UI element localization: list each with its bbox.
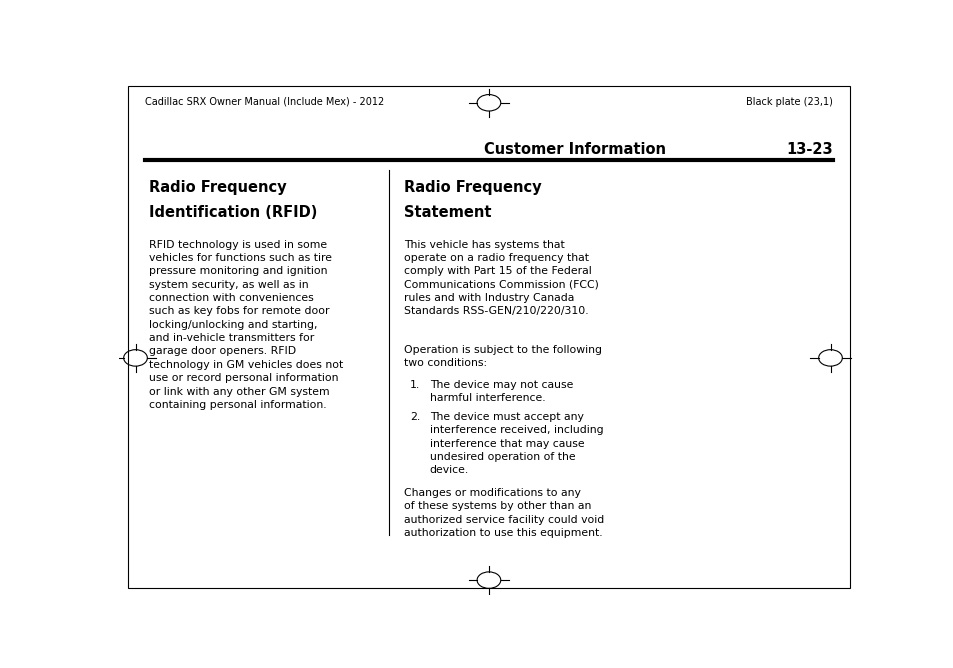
Text: 2.: 2. xyxy=(410,412,419,422)
Text: Changes or modifications to any
of these systems by other than an
authorized ser: Changes or modifications to any of these… xyxy=(403,488,603,538)
Text: Black plate (23,1): Black plate (23,1) xyxy=(745,97,832,107)
Text: Identification (RFID): Identification (RFID) xyxy=(149,205,316,220)
Text: Cadillac SRX Owner Manual (Include Mex) - 2012: Cadillac SRX Owner Manual (Include Mex) … xyxy=(145,97,384,107)
Text: Operation is subject to the following
two conditions:: Operation is subject to the following tw… xyxy=(403,345,601,369)
Text: 13-23: 13-23 xyxy=(785,142,832,157)
Text: 1.: 1. xyxy=(410,380,419,390)
Text: The device may not cause
harmful interference.: The device may not cause harmful interfe… xyxy=(429,380,573,403)
Text: Statement: Statement xyxy=(403,205,491,220)
Text: Customer Information: Customer Information xyxy=(484,142,665,157)
Text: Radio Frequency: Radio Frequency xyxy=(149,180,286,196)
Text: Radio Frequency: Radio Frequency xyxy=(403,180,541,196)
Text: The device must accept any
interference received, including
interference that ma: The device must accept any interference … xyxy=(429,412,602,476)
Text: This vehicle has systems that
operate on a radio frequency that
comply with Part: This vehicle has systems that operate on… xyxy=(403,240,598,317)
Text: RFID technology is used in some
vehicles for functions such as tire
pressure mon: RFID technology is used in some vehicles… xyxy=(149,240,343,410)
